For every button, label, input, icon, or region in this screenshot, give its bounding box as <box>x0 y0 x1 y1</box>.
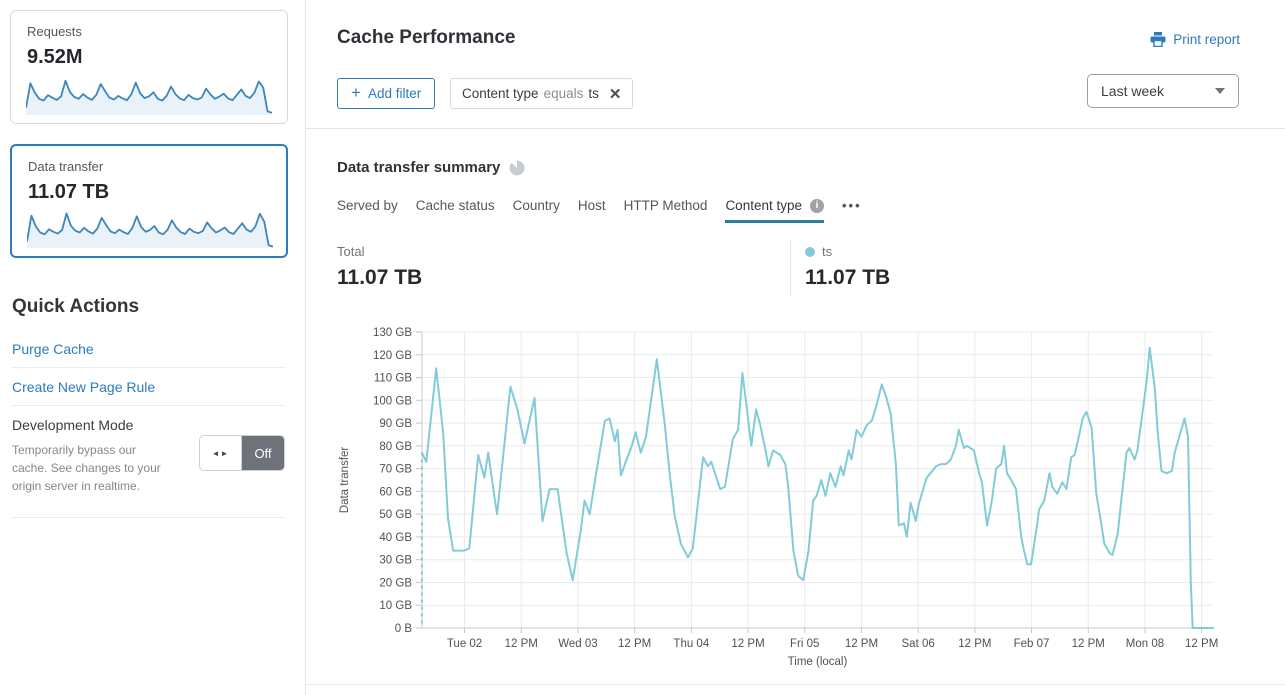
svg-text:50 GB: 50 GB <box>379 509 412 521</box>
quick-actions-heading: Quick Actions <box>12 296 140 317</box>
plus-icon: + <box>351 83 361 102</box>
svg-text:Data transfer: Data transfer <box>339 447 351 514</box>
svg-text:120 GB: 120 GB <box>373 350 412 362</box>
tab-content-type[interactable]: Content type i <box>725 198 824 223</box>
development-mode-title: Development Mode <box>12 417 134 433</box>
pie-chart-icon <box>509 160 525 175</box>
svg-text:40 GB: 40 GB <box>379 532 412 544</box>
svg-text:Thu 04: Thu 04 <box>673 638 709 650</box>
toggle-state-label: Off <box>242 436 284 470</box>
svg-text:12 PM: 12 PM <box>731 638 764 650</box>
svg-text:12 PM: 12 PM <box>1072 638 1105 650</box>
header-divider <box>306 128 1285 129</box>
remove-filter-icon[interactable]: ✕ <box>608 85 622 103</box>
add-filter-label: Add filter <box>367 86 422 101</box>
printer-icon <box>1150 32 1166 47</box>
print-report-label: Print report <box>1173 32 1240 47</box>
svg-text:10 GB: 10 GB <box>379 600 412 612</box>
tab-served-by[interactable]: Served by <box>337 198 398 213</box>
sidebar-divider <box>12 367 286 368</box>
svg-text:20 GB: 20 GB <box>379 577 412 589</box>
tab-host[interactable]: Host <box>577 198 606 213</box>
svg-text:70 GB: 70 GB <box>379 464 412 476</box>
svg-text:Mon 08: Mon 08 <box>1126 638 1164 650</box>
tab-http-method[interactable]: HTTP Method <box>623 198 708 213</box>
svg-text:80 GB: 80 GB <box>379 441 412 453</box>
total-value: 11.07 TB <box>337 266 423 289</box>
svg-text:130 GB: 130 GB <box>373 327 412 339</box>
svg-text:110 GB: 110 GB <box>374 373 412 385</box>
filter-value: ts <box>588 86 599 101</box>
summary-title-text: Data transfer summary <box>337 159 501 176</box>
page-title: Cache Performance <box>337 27 516 48</box>
svg-text:30 GB: 30 GB <box>379 555 412 567</box>
info-icon[interactable]: i <box>810 198 824 213</box>
bottom-divider <box>306 684 1285 685</box>
filter-operator: equals <box>543 86 584 101</box>
data-transfer-card-value: 11.07 TB <box>28 181 110 203</box>
svg-text:12 PM: 12 PM <box>1185 638 1218 650</box>
purge-cache-link[interactable]: Purge Cache <box>12 341 94 357</box>
time-range-value: Last week <box>1101 83 1165 99</box>
ts-legend-label: ts <box>822 244 833 259</box>
ts-legend-value: 11.07 TB <box>805 266 891 289</box>
svg-text:0 B: 0 B <box>395 623 413 635</box>
svg-text:12 PM: 12 PM <box>845 638 878 650</box>
svg-text:90 GB: 90 GB <box>379 418 412 430</box>
total-label: Total <box>337 244 365 259</box>
sidebar-divider <box>12 405 286 406</box>
tab-cache-status[interactable]: Cache status <box>415 198 495 213</box>
data-transfer-metric-card[interactable]: Data transfer 11.07 TB <box>10 144 288 258</box>
add-filter-button[interactable]: + Add filter <box>337 78 436 109</box>
development-mode-description: Temporarily bypass our cache. See change… <box>12 443 161 494</box>
svg-text:12 PM: 12 PM <box>618 638 651 650</box>
sidebar: Requests 9.52M Data transfer 11.07 TB Qu… <box>0 0 306 695</box>
filter-field: Content type <box>462 86 539 101</box>
data-transfer-chart: 0 B 10 GB 20 GB 30 GB 40 GB 50 GB 60 GB 70 GB 80… <box>339 327 1218 668</box>
sidebar-divider <box>12 517 286 518</box>
series-legend: ts <box>805 244 832 259</box>
chevron-down-icon <box>1215 88 1225 94</box>
svg-text:Sat 06: Sat 06 <box>902 638 935 650</box>
content-type-filter-chip[interactable]: Content type equals ts ✕ <box>450 78 634 109</box>
requests-sparkline-chart <box>26 79 272 115</box>
svg-text:Feb 07: Feb 07 <box>1014 638 1050 650</box>
tab-content-type-label: Content type <box>725 198 802 213</box>
requests-metric-card[interactable]: Requests 9.52M <box>10 10 288 124</box>
dimension-tabs: Served by Cache status Country Host HTTP… <box>337 198 862 223</box>
time-range-dropdown[interactable]: Last week <box>1087 74 1239 108</box>
svg-text:Time (local): Time (local) <box>788 656 848 668</box>
more-tabs-button[interactable]: ••• <box>842 198 862 213</box>
totals-divider <box>790 240 791 296</box>
svg-text:12 PM: 12 PM <box>958 638 991 650</box>
print-report-button[interactable]: Print report <box>1150 32 1240 47</box>
development-mode-toggle[interactable]: ◄► Off <box>199 435 285 471</box>
requests-card-title: Requests <box>27 24 82 39</box>
data-transfer-card-title: Data transfer <box>28 159 104 174</box>
svg-text:Fri 05: Fri 05 <box>790 638 819 650</box>
svg-text:12 PM: 12 PM <box>505 638 538 650</box>
requests-card-value: 9.52M <box>27 46 83 68</box>
tab-country[interactable]: Country <box>512 198 560 213</box>
create-page-rule-link[interactable]: Create New Page Rule <box>12 379 156 395</box>
svg-text:Tue 02: Tue 02 <box>447 638 482 650</box>
toggle-arrows-icon[interactable]: ◄► <box>200 436 242 470</box>
svg-text:Wed 03: Wed 03 <box>558 638 597 650</box>
ts-legend-dot-icon <box>805 246 815 257</box>
data-transfer-sparkline-chart <box>27 212 273 248</box>
svg-text:100 GB: 100 GB <box>373 395 412 407</box>
svg-text:60 GB: 60 GB <box>379 486 412 498</box>
summary-section-title: Data transfer summary <box>337 159 525 176</box>
